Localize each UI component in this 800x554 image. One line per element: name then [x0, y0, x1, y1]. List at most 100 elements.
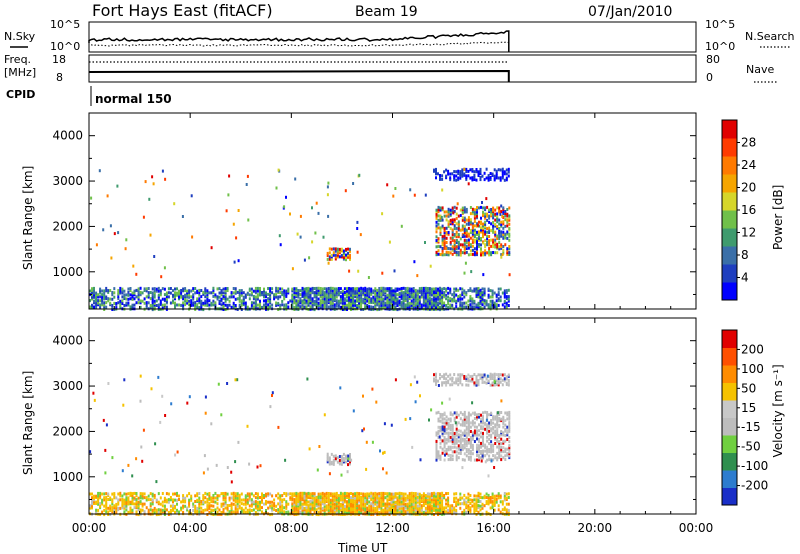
- data-cell: [465, 433, 468, 437]
- data-cell: [476, 251, 478, 255]
- data-cell: [333, 498, 336, 502]
- data-cell: [449, 227, 452, 230]
- data-cell: [311, 240, 314, 244]
- data-cell: [507, 383, 510, 387]
- data-cell: [459, 301, 462, 305]
- data-cell: [206, 297, 209, 300]
- data-cell: [295, 510, 298, 514]
- data-cell: [465, 207, 468, 211]
- data-cell: [463, 415, 466, 419]
- data-cell: [430, 305, 433, 309]
- data-cell: [237, 209, 240, 212]
- data-cell: [358, 493, 361, 497]
- data-cell: [145, 295, 148, 299]
- data-cell: [206, 500, 209, 504]
- data-cell: [477, 172, 480, 176]
- data-cell: [404, 305, 407, 309]
- data-cell: [386, 506, 389, 510]
- data-cell: [488, 251, 491, 255]
- data-cell: [435, 214, 438, 218]
- data-cell: [502, 441, 505, 445]
- data-cell: [291, 289, 294, 293]
- data-cell: [374, 491, 377, 495]
- data-cell: [362, 504, 365, 508]
- data-cell: [366, 502, 369, 506]
- data-cell: [198, 301, 201, 305]
- data-cell: [204, 291, 207, 295]
- data-cell: [346, 510, 348, 514]
- data-cell: [364, 301, 367, 305]
- data-cell: [467, 455, 470, 459]
- data-cell: [133, 496, 136, 500]
- data-cell: [506, 433, 509, 437]
- colorbar-frame: [721, 329, 738, 506]
- data-cell: [366, 506, 369, 510]
- data-cell: [380, 500, 383, 504]
- data-cell: [413, 375, 416, 379]
- data-cell: [348, 297, 350, 301]
- data-cell: [406, 297, 409, 301]
- data-cell: [157, 375, 160, 379]
- data-cell: [202, 292, 205, 296]
- data-cell: [507, 496, 510, 499]
- data-cell: [469, 299, 472, 303]
- data-cell: [159, 508, 162, 512]
- data-cell: [463, 508, 466, 512]
- data-cell: [495, 305, 498, 309]
- data-cell: [323, 500, 326, 504]
- data-cell: [484, 421, 487, 425]
- data-cell: [97, 494, 100, 498]
- data-cell: [319, 293, 322, 297]
- data-cell: [256, 303, 259, 307]
- data-cell: [506, 429, 509, 433]
- data-cell: [356, 510, 359, 514]
- data-cell: [418, 299, 421, 303]
- data-cell: [382, 500, 385, 503]
- data-cell: [457, 379, 460, 383]
- data-cell: [230, 510, 233, 514]
- data-cell: [244, 510, 247, 514]
- power-ylabel: Slant Range [km]: [21, 166, 35, 270]
- data-cell: [188, 303, 191, 307]
- data-cell: [273, 297, 276, 301]
- data-cell: [174, 453, 177, 457]
- data-cell: [378, 511, 381, 514]
- data-cell: [418, 295, 421, 299]
- data-cell: [127, 293, 130, 297]
- data-cell: [220, 299, 223, 303]
- data-cell: [103, 496, 106, 500]
- data-cell: [222, 492, 225, 495]
- data-cell: [508, 206, 511, 210]
- data-cell: [325, 301, 328, 305]
- data-cell: [428, 492, 431, 496]
- colorbar-swatch: [722, 156, 737, 175]
- data-cell: [153, 255, 156, 258]
- data-cell: [287, 291, 290, 295]
- data-cell: [113, 496, 116, 500]
- data-cell: [410, 494, 413, 498]
- data-cell: [366, 498, 369, 502]
- data-cell: [453, 243, 456, 247]
- data-cell: [437, 510, 439, 514]
- data-cell: [291, 494, 294, 498]
- data-cell: [315, 304, 318, 307]
- data-cell: [426, 502, 429, 506]
- data-cell: [476, 242, 478, 246]
- data-cell: [508, 216, 511, 220]
- data-cell: [502, 232, 505, 236]
- data-cell: [99, 287, 102, 291]
- data-cell: [348, 291, 350, 295]
- data-cell: [169, 496, 172, 499]
- data-cell: [326, 460, 329, 464]
- data-cell: [210, 500, 213, 504]
- data-cell: [465, 167, 468, 171]
- data-cell: [151, 293, 154, 297]
- data-cell: [192, 303, 195, 307]
- data-cell: [341, 305, 344, 309]
- data-cell: [404, 299, 407, 303]
- data-cell: [481, 293, 484, 297]
- data-cell: [147, 301, 150, 305]
- data-cell: [161, 305, 164, 309]
- data-cell: [459, 506, 462, 510]
- data-cell: [471, 299, 474, 303]
